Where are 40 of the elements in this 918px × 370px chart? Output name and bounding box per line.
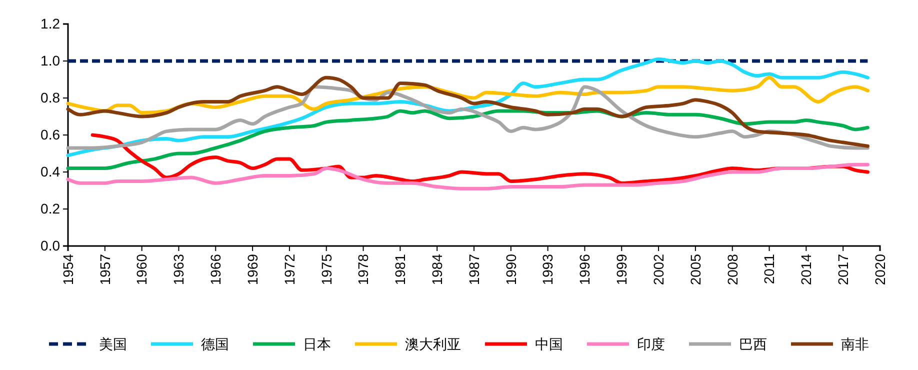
x-tick-label: 2020 xyxy=(872,254,888,286)
line-series xyxy=(66,76,870,148)
y-tick-label: 0.8 xyxy=(40,89,60,106)
legend-label: 美国 xyxy=(99,337,127,353)
x-tick-label: 1957 xyxy=(96,254,113,286)
x-tick-label: 2008 xyxy=(724,254,740,286)
x-tick-label: 1960 xyxy=(134,254,150,286)
x-tick-label: 1969 xyxy=(244,254,260,286)
legend-label: 巴西 xyxy=(739,337,767,353)
y-tick-label: 1.2 xyxy=(40,15,60,32)
x-tick-label: 2014 xyxy=(798,254,814,286)
x-tick-label: 1999 xyxy=(614,254,630,286)
line-series xyxy=(66,162,870,190)
x-tick-label: 1993 xyxy=(540,254,556,286)
x-tick-label: 1996 xyxy=(576,254,593,286)
x-tick-label: 1966 xyxy=(208,254,224,286)
x-tick-label: 2017 xyxy=(834,254,851,286)
y-tick-label: 0.6 xyxy=(40,126,60,142)
x-tick-label: 1972 xyxy=(281,254,298,286)
x-tick-label: 1963 xyxy=(170,254,187,286)
x-tick-label: 1975 xyxy=(318,254,334,286)
x-tick-label: 2011 xyxy=(761,254,778,284)
legend-label: 德国 xyxy=(201,337,229,353)
x-tick-label: 1987 xyxy=(466,254,482,286)
y-tick-label: 0.0 xyxy=(40,237,60,254)
y-tick-label: 0.2 xyxy=(40,200,60,216)
legend-label: 日本 xyxy=(303,337,331,353)
legend-label: 南非 xyxy=(841,337,869,353)
y-tick-label: 0.4 xyxy=(40,163,60,180)
x-tick-label: 1990 xyxy=(502,254,519,286)
legend-label: 印度 xyxy=(637,337,665,353)
x-tick-label: 1984 xyxy=(428,254,445,286)
x-tick-label: 1981 xyxy=(392,254,408,286)
x-tick-label: 2002 xyxy=(650,254,666,286)
x-tick-label: 1954 xyxy=(60,254,76,286)
x-tick-label: 1978 xyxy=(355,254,372,286)
x-tick-label: 2005 xyxy=(687,254,704,286)
y-tick-label: 1.0 xyxy=(40,52,60,68)
legend-label: 澳大利亚 xyxy=(405,337,461,353)
legend-label: 中国 xyxy=(535,337,563,353)
